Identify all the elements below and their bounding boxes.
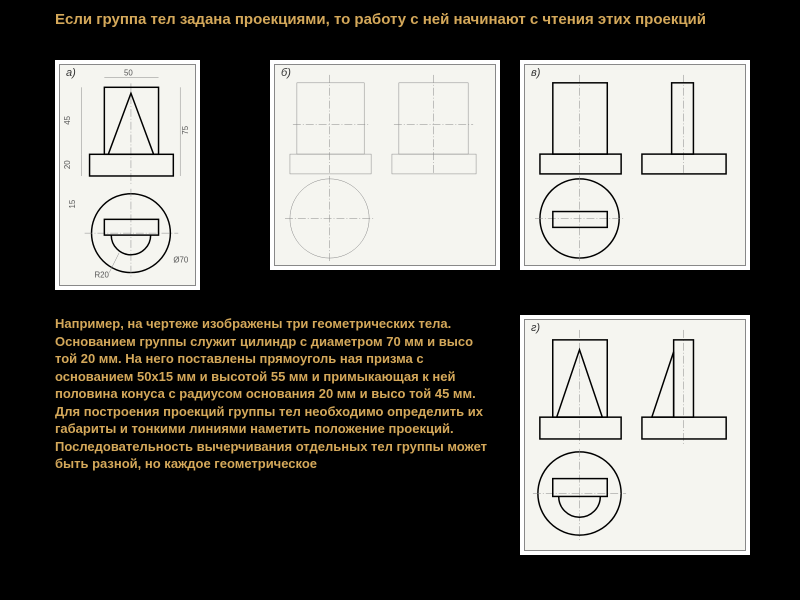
- svg-text:Ø70: Ø70: [173, 256, 189, 265]
- figure-a: а) 50 45 20 75: [55, 60, 200, 290]
- body-paragraph: Например, на чертеже изображены три геом…: [55, 315, 495, 473]
- figure-g-drawing: [525, 320, 745, 550]
- figure-v-inner: в): [524, 64, 746, 266]
- figure-b: б): [270, 60, 500, 270]
- svg-text:75: 75: [181, 125, 190, 134]
- figure-b-label: б): [281, 67, 291, 79]
- svg-text:45: 45: [63, 115, 72, 124]
- figure-v-drawing: [525, 65, 745, 265]
- svg-text:15: 15: [68, 199, 77, 208]
- figure-b-inner: б): [274, 64, 496, 266]
- figure-g-label: г): [531, 322, 540, 334]
- figure-a-drawing: 50 45 20 75 15: [60, 65, 195, 285]
- header-text: Если группа тел задана проекциями, то ра…: [55, 10, 735, 30]
- figure-b-drawing: [275, 65, 495, 265]
- figure-v-label: в): [531, 67, 540, 79]
- svg-text:R20: R20: [94, 270, 109, 279]
- figure-g: г): [520, 315, 750, 555]
- figure-a-label: а): [66, 67, 76, 79]
- svg-text:50: 50: [124, 68, 133, 77]
- figure-a-inner: а) 50 45 20 75: [59, 64, 196, 286]
- svg-text:20: 20: [63, 160, 72, 169]
- figure-v: в): [520, 60, 750, 270]
- figure-g-inner: г): [524, 319, 746, 551]
